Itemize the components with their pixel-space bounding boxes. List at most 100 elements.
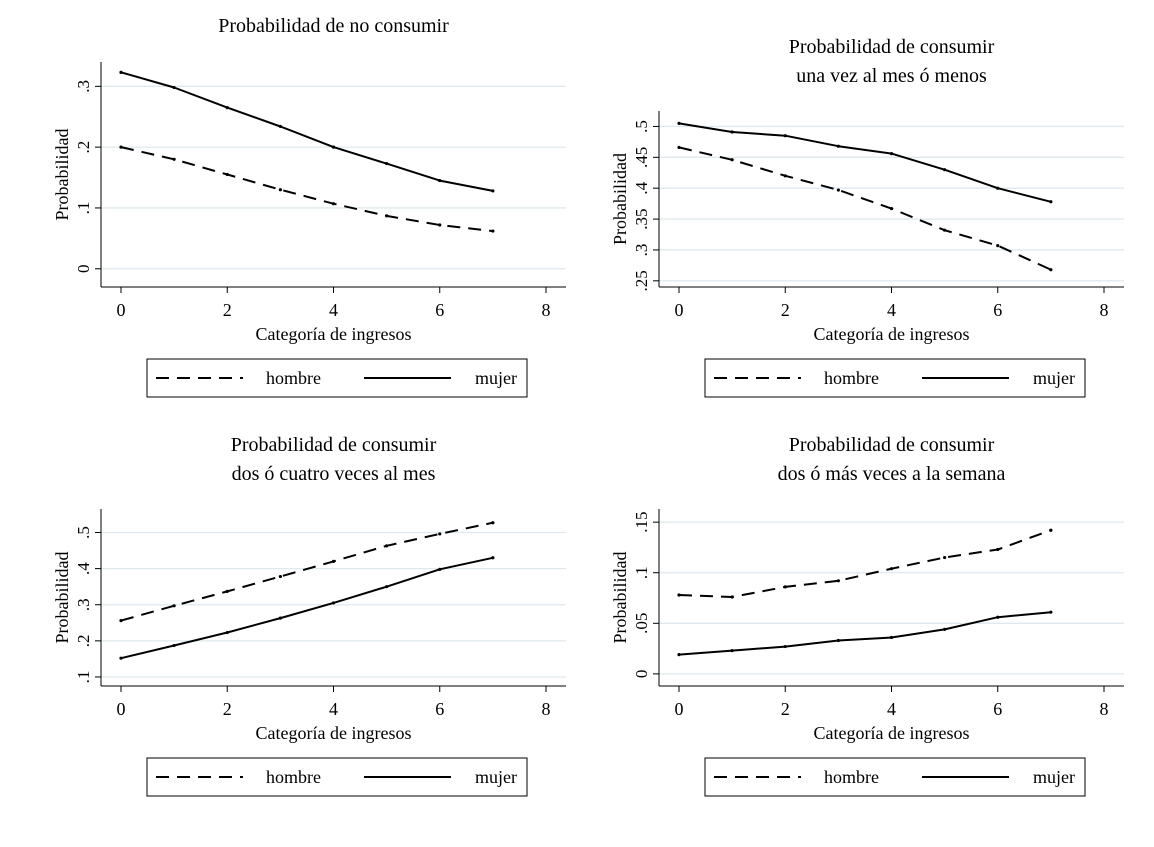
- legend-label-hombre: hombre: [266, 368, 321, 388]
- data-point-hombre: [943, 228, 947, 232]
- series-line-mujer: [678, 122, 1052, 203]
- data-point-hombre: [677, 593, 681, 597]
- chart-panel-1: Probabilidad de no consumir 0 .1 .2 .3 0 2 4 6 8 C…: [52, 15, 566, 398]
- legend: hombre mujer: [146, 757, 528, 797]
- data-point-hombre: [225, 589, 229, 593]
- data-point-hombre: [119, 145, 123, 149]
- y-tick-label: .1: [74, 671, 93, 684]
- data-point-hombre: [1049, 528, 1053, 532]
- data-point-mujer: [491, 189, 495, 193]
- y-tick-label: 0: [74, 265, 93, 274]
- data-point-hombre: [385, 544, 389, 548]
- legend-label-hombre: hombre: [824, 767, 879, 787]
- data-point-hombre: [225, 172, 229, 177]
- data-point-mujer: [331, 145, 336, 149]
- series-line-hombre: [120, 521, 494, 622]
- y-tick-label: .4: [632, 181, 651, 194]
- data-point-mujer: [943, 627, 947, 631]
- data-point-hombre: [730, 595, 734, 599]
- data-point-mujer: [1049, 200, 1053, 204]
- y-tick-label: .3: [74, 598, 93, 611]
- x-axis-label: Categoría de ingresos: [256, 723, 412, 743]
- data-point-mujer: [889, 635, 894, 640]
- data-point-hombre: [491, 521, 495, 525]
- chart-title: Probabilidad de no consumir: [218, 15, 449, 37]
- series-line-mujer: [120, 556, 494, 660]
- data-point-hombre: [943, 555, 947, 560]
- y-tick-label: .2: [74, 634, 93, 647]
- x-axis-label: Categoría de ingresos: [256, 324, 412, 344]
- y-tick-label: .25: [632, 270, 651, 291]
- x-axis-label: Categoría de ingresos: [814, 723, 970, 743]
- x-tick-label: 8: [1100, 300, 1109, 320]
- data-point-hombre: [278, 188, 282, 192]
- data-point-mujer: [836, 144, 840, 148]
- chart-title: dos ó cuatro veces al mes: [232, 463, 436, 485]
- x-tick-label: 8: [542, 300, 551, 320]
- data-point-mujer: [172, 643, 176, 648]
- legend-label-hombre: hombre: [266, 767, 321, 787]
- data-point-hombre: [331, 559, 336, 563]
- y-tick-label: .15: [632, 512, 651, 533]
- legend-label-mujer: mujer: [1033, 767, 1075, 787]
- x-tick-label: 0: [675, 300, 684, 320]
- chart-panel-3: Probabilidad de consumir dos ó cuatro vec…: [52, 434, 566, 797]
- x-tick-label: 4: [329, 300, 338, 320]
- data-point-mujer: [889, 152, 894, 156]
- y-tick-label: .3: [632, 244, 651, 257]
- data-point-mujer: [996, 186, 1000, 190]
- chart-panel-2: Probabilidad de consumir una vez al mes ó…: [610, 36, 1124, 398]
- x-tick-label: 4: [887, 300, 896, 320]
- data-point-mujer: [677, 653, 681, 657]
- data-point-mujer: [438, 178, 442, 183]
- data-point-mujer: [996, 615, 1000, 619]
- x-tick-label: 0: [117, 699, 126, 719]
- legend: hombre mujer: [704, 358, 1086, 398]
- series-line-hombre: [120, 146, 494, 233]
- data-point-hombre: [1049, 268, 1053, 272]
- x-tick-label: 2: [781, 699, 790, 719]
- data-point-hombre: [491, 229, 495, 233]
- data-point-hombre: [889, 206, 894, 211]
- data-point-hombre: [783, 585, 787, 589]
- chart-panel-4: Probabilidad de consumir dos ó más veces …: [610, 434, 1124, 797]
- data-point-mujer: [730, 649, 734, 653]
- x-tick-label: 2: [223, 300, 232, 320]
- data-point-hombre: [783, 174, 787, 178]
- data-point-hombre: [438, 223, 442, 227]
- y-axis-label: Probabilidad: [52, 552, 72, 644]
- data-point-hombre: [278, 574, 282, 579]
- chart-title: Probabilidad de consumir: [231, 434, 437, 456]
- y-tick-label: .05: [632, 613, 651, 634]
- x-tick-label: 8: [1100, 699, 1109, 719]
- chart-title: dos ó más veces a la semana: [778, 463, 1006, 485]
- y-tick-label: .35: [632, 208, 651, 229]
- y-axis-label: Probabilidad: [52, 129, 72, 221]
- y-tick-label: .1: [632, 566, 651, 579]
- y-tick-label: .2: [74, 141, 93, 154]
- x-tick-label: 0: [675, 699, 684, 719]
- data-point-hombre: [836, 579, 840, 583]
- data-point-mujer: [438, 567, 442, 571]
- legend: hombre mujer: [146, 358, 528, 398]
- chart-title: Probabilidad de consumir: [789, 36, 995, 58]
- legend-label-mujer: mujer: [475, 767, 517, 787]
- x-tick-label: 6: [435, 699, 444, 719]
- x-tick-label: 4: [329, 699, 338, 719]
- data-point-hombre: [331, 202, 336, 206]
- series-line-mujer: [678, 611, 1051, 656]
- data-point-mujer: [331, 601, 336, 605]
- data-point-mujer: [278, 616, 282, 620]
- legend: hombre mujer: [704, 757, 1086, 797]
- data-point-hombre: [677, 145, 681, 150]
- data-point-hombre: [119, 619, 123, 623]
- data-point-hombre: [730, 158, 734, 162]
- data-point-mujer: [278, 124, 282, 129]
- data-point-hombre: [996, 244, 1000, 248]
- x-tick-label: 0: [117, 300, 126, 320]
- x-tick-label: 6: [435, 300, 444, 320]
- y-axis-label: Probabilidad: [610, 153, 630, 245]
- data-point-hombre: [996, 547, 1000, 552]
